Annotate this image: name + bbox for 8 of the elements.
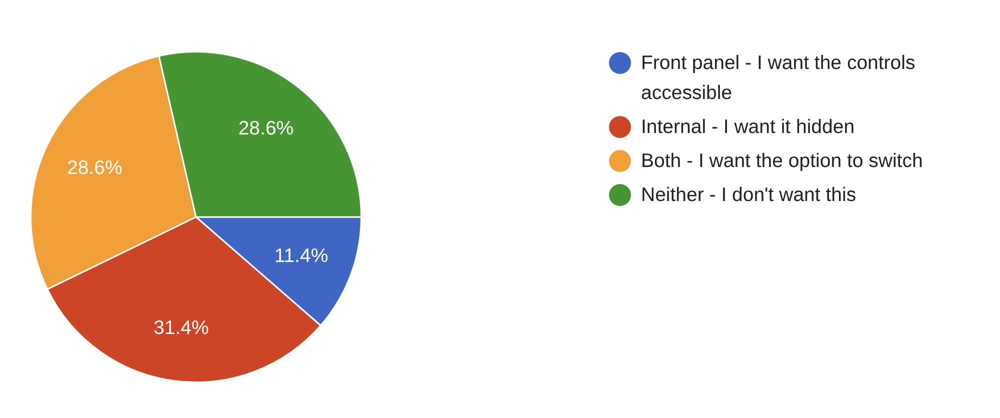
data-label: 31.4% (154, 316, 209, 339)
legend-label: Neither - I don't want this (641, 183, 858, 208)
legend-label: Both - I want the option to switch (641, 149, 924, 174)
legend-label: Front panel - I want the controls accessible (641, 51, 916, 106)
legend-label: Internal - I want it hidden (641, 115, 856, 140)
data-label: 28.6% (238, 117, 294, 140)
data-label: 28.6% (66, 156, 122, 179)
data-label: 11.4% (274, 244, 328, 267)
